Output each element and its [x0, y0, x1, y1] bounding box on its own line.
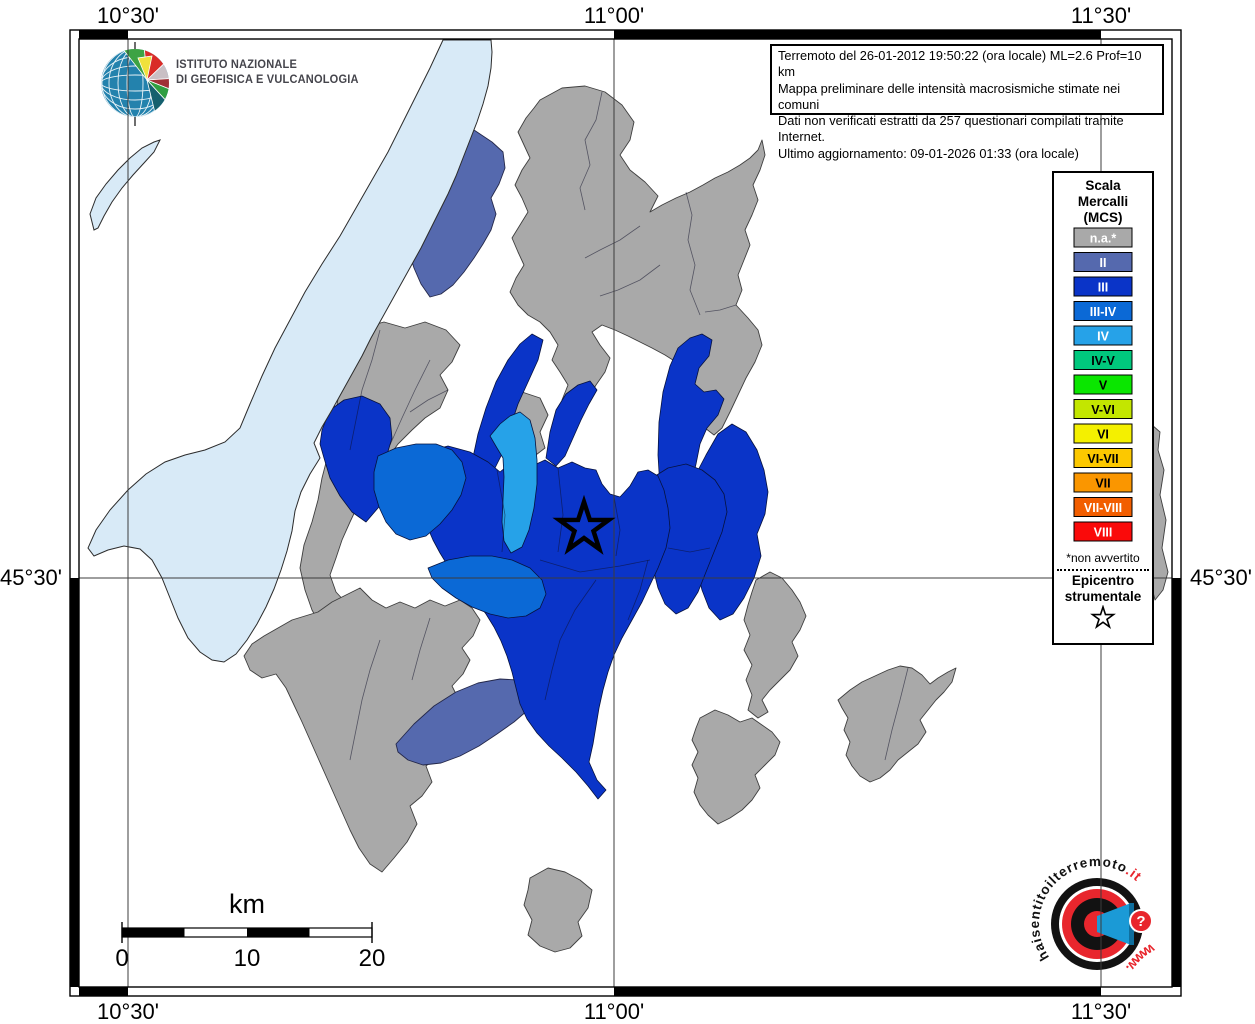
- axis-labels: 10°30' 11°00' 11°30' 10°30' 11°00' 11°30…: [0, 3, 1252, 1024]
- bottom-label-11-30: 11°30': [1071, 999, 1131, 1024]
- legend-label-VI: VI: [1097, 428, 1109, 442]
- legend-separator: [1057, 569, 1149, 571]
- legend-star-icon: [1090, 604, 1116, 629]
- gray-region-east-2: [691, 709, 781, 825]
- info-line-2: Mappa preliminare delle intensità macros…: [778, 80, 1121, 112]
- legend-footnote: *non avvertito: [1066, 551, 1140, 565]
- scale-tick-10: 10: [234, 945, 261, 972]
- gray-region-lake-east: [299, 321, 461, 641]
- question-badge: [1129, 909, 1153, 933]
- legend-label-V: V: [1099, 379, 1108, 393]
- ingv-logo: [101, 42, 169, 126]
- frame-black-bands: [70, 30, 1181, 996]
- legend-box: Scala Mercalli (MCS) n.a.* II III III-IV…: [1052, 171, 1154, 645]
- legend-label-II: II: [1100, 256, 1107, 270]
- gray-region-north: [509, 85, 766, 436]
- scale-bar: km 0 10 20: [115, 889, 385, 972]
- info-line-3: Dati non verificati estratti da 257 ques…: [778, 113, 1124, 145]
- earthquake-info-box: Terremoto del 26-01-2012 19:50:22 (ora l…: [770, 44, 1164, 161]
- epicenter-label-line1: Epicentro: [1071, 573, 1135, 588]
- top-label-10-30: 10°30': [97, 3, 159, 28]
- legend-title-line2: Mercalli: [1077, 194, 1129, 209]
- III-IV-region-south: [427, 555, 547, 619]
- municipalities-IV: [489, 411, 538, 554]
- megaphone-icon: [1097, 903, 1131, 945]
- legend-title-line1: Scala: [1085, 178, 1121, 193]
- legend-label-III-IV: III-IV: [1090, 305, 1117, 319]
- legend-label-na: n.a.*: [1090, 232, 1117, 246]
- scale-bar-unit: km: [229, 889, 265, 919]
- ingv-line1: ISTITUTO NAZIONALE: [176, 59, 298, 71]
- gray-region-southwest: [243, 587, 481, 873]
- lakes: [87, 39, 493, 663]
- map-frame: [69, 29, 1182, 997]
- info-line-4: Ultimo aggiornamento: 09-01-2026 01:33 (…: [778, 145, 1079, 161]
- municipal-borders: [349, 91, 909, 761]
- info-line-1: Terremoto del 26-01-2012 19:50:22 (ora l…: [778, 48, 1142, 80]
- III-nw-band: [471, 333, 544, 477]
- gray-region-south-blob: [523, 867, 593, 953]
- municipalities-III-IV: [373, 443, 547, 619]
- top-label-11-30: 11°30': [1071, 3, 1131, 28]
- IV-region-strip: [489, 411, 538, 554]
- legend-label-III: III: [1098, 281, 1108, 295]
- scale-tick-20: 20: [359, 945, 386, 972]
- legend-label-IV: IV: [1097, 330, 1109, 344]
- epicenter-label-line2: strumentale: [1064, 589, 1142, 604]
- legend-title-line3: (MCS): [1083, 210, 1123, 225]
- brand-text-red: .it: [1123, 863, 1145, 884]
- scale-tick-0: 0: [115, 945, 128, 972]
- epicenter-legend-label: Epicentro strumentale: [1054, 573, 1152, 605]
- gray-region-east-1: [743, 571, 807, 719]
- haisentito-logo: ? haisentitoilterremoto.it www.: [1027, 854, 1159, 975]
- ingv-line2: DI GEOFISICA E VULCANOLOGIA: [176, 74, 359, 86]
- III-IV-region-west: [373, 443, 467, 541]
- gray-region-east-3: [837, 665, 957, 783]
- legend-swatches: n.a.* II III III-IV IV IV-V V V-VI VI VI…: [1073, 227, 1133, 542]
- legend-label-VII: VII: [1095, 477, 1110, 491]
- bottom-label-11-00: 11°00': [584, 999, 644, 1024]
- lake-garda: [87, 39, 493, 663]
- legend-label-VII-VIII: VII-VIII: [1084, 501, 1122, 515]
- ingv-wordmark: ISTITUTO NAZIONALE DI GEOFISICA E VULCAN…: [176, 58, 359, 88]
- legend-label-VIII: VIII: [1094, 526, 1113, 540]
- bottom-label-10-30: 10°30': [97, 999, 159, 1024]
- lake-northwest: [89, 139, 161, 231]
- question-mark: ?: [1136, 913, 1145, 930]
- legend-label-IV-V: IV-V: [1091, 354, 1115, 368]
- III-north-arm: [545, 380, 598, 467]
- left-label-45-30: 45°30': [0, 565, 62, 590]
- legend-title: Scala Mercalli (MCS): [1054, 178, 1152, 226]
- epicenter-star-icon: [552, 494, 616, 555]
- legend-label-V-VI: V-VI: [1091, 403, 1115, 417]
- top-label-11-00: 11°00': [584, 3, 644, 28]
- right-label-45-30: 45°30': [1190, 565, 1252, 590]
- legend-label-VI-VII: VI-VII: [1087, 452, 1118, 466]
